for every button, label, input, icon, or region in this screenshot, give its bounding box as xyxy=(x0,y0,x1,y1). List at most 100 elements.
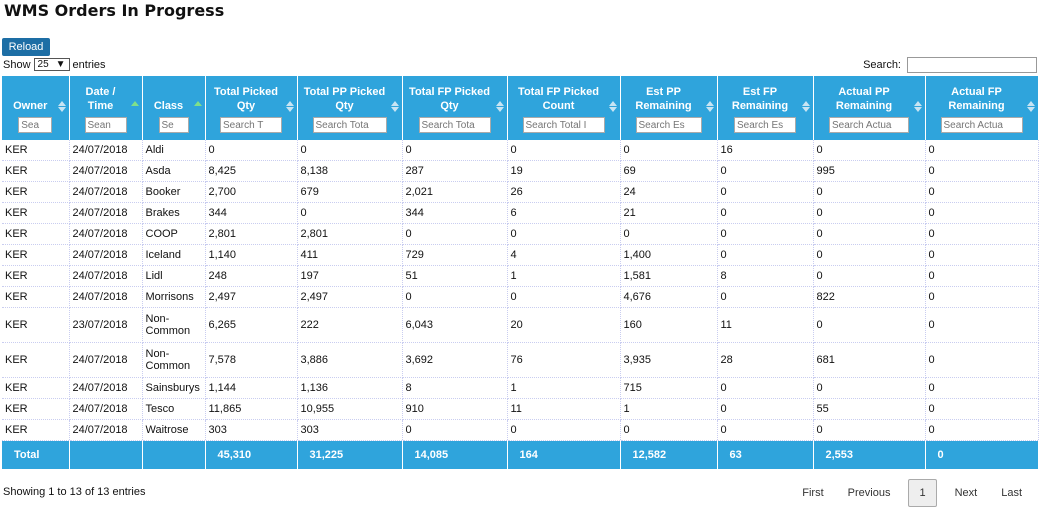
table-cell: Waitrose xyxy=(142,419,206,441)
sort-icon[interactable] xyxy=(57,101,66,112)
total-cell: 63 xyxy=(717,440,814,469)
column-search-input[interactable] xyxy=(635,117,702,133)
sort-icon[interactable] xyxy=(193,101,202,106)
column-header[interactable]: Actual PP Remaining xyxy=(813,76,926,140)
sort-icon[interactable] xyxy=(130,101,139,106)
sort-icon[interactable] xyxy=(608,101,617,112)
column-header-label: Class xyxy=(153,100,184,112)
table-row[interactable]: KER 24/07/2018 Waitrose 303 303 0 0 0 0 0 0 xyxy=(2,419,1039,441)
column-header[interactable]: Est FP Remaining xyxy=(717,76,814,140)
column-header[interactable]: Total FP Picked Qty xyxy=(402,76,508,140)
entries-label: entries xyxy=(72,58,106,71)
sort-icon[interactable] xyxy=(390,101,399,112)
search-label: Search: xyxy=(863,59,901,71)
table-row[interactable]: KER 24/07/2018 Brakes 344 0 344 6 21 0 0 0 xyxy=(2,202,1039,224)
table-row[interactable]: KER 24/07/2018 Asda 8,425 8,138 287 19 69 0 995 0 xyxy=(2,160,1039,182)
column-search-input[interactable] xyxy=(734,117,796,133)
column-search-input[interactable] xyxy=(418,117,491,133)
column-header[interactable]: Class xyxy=(142,76,206,140)
sort-icon[interactable] xyxy=(495,101,504,112)
table-cell: 3,886 xyxy=(297,342,403,378)
next-page-button[interactable]: Next xyxy=(954,487,978,499)
total-cell xyxy=(142,440,206,469)
table-cell: Sainsburys xyxy=(142,377,206,399)
table-cell: 19 xyxy=(507,160,621,182)
last-page-button[interactable]: Last xyxy=(1001,487,1022,499)
column-search-input[interactable] xyxy=(940,117,1023,133)
reload-button[interactable]: Reload xyxy=(2,38,50,56)
table-cell: Non- Common xyxy=(142,342,206,378)
sort-down-icon xyxy=(495,107,504,112)
column-search-input[interactable] xyxy=(158,117,189,133)
table-cell: 679 xyxy=(297,181,403,203)
sort-icon[interactable] xyxy=(913,101,922,112)
table-cell: 248 xyxy=(205,265,298,287)
table-cell: 0 xyxy=(717,419,814,441)
table-cell: 11 xyxy=(717,307,814,343)
sort-up-icon xyxy=(285,101,294,106)
table-cell: KER xyxy=(2,307,70,343)
table-cell: 715 xyxy=(620,377,718,399)
table-cell: 24/07/2018 xyxy=(69,377,143,399)
table-cell: Non- Common xyxy=(142,307,206,343)
table-row[interactable]: KER 24/07/2018 Lidl 248 197 51 1 1,581 8 0 0 xyxy=(2,265,1039,287)
column-header[interactable]: Total FP Picked Count xyxy=(507,76,621,140)
show-label: Show xyxy=(3,58,31,71)
table-cell: 0 xyxy=(620,140,718,161)
column-header-label: Actual FP Remaining xyxy=(948,86,1005,112)
column-header[interactable]: Est PP Remaining xyxy=(620,76,718,140)
table-row[interactable]: KER 24/07/2018 Morrisons 2,497 2,497 0 0 4,676 0… xyxy=(2,286,1039,308)
sort-down-icon xyxy=(801,107,810,112)
column-search-input[interactable] xyxy=(829,117,909,133)
previous-page-button[interactable]: Previous xyxy=(847,487,891,499)
sort-icon[interactable] xyxy=(1026,101,1035,112)
table-cell: 287 xyxy=(402,160,508,182)
column-header[interactable]: Total Picked Qty xyxy=(205,76,298,140)
first-page-button[interactable]: First xyxy=(802,487,824,499)
current-page-button[interactable]: 1 xyxy=(908,479,937,507)
table-row[interactable]: KER 24/07/2018 Sainsburys 1,144 1,136 8 1 715 0 0… xyxy=(2,377,1039,399)
table-cell: 6,265 xyxy=(205,307,298,343)
sort-icon[interactable] xyxy=(801,101,810,112)
column-search-input[interactable] xyxy=(18,117,53,133)
table-cell: 2,021 xyxy=(402,181,508,203)
table-cell: 2,497 xyxy=(205,286,298,308)
column-search-input[interactable] xyxy=(84,117,127,133)
table-row[interactable]: KER 24/07/2018 Aldi 0 0 0 0 0 16 0 0 xyxy=(2,140,1039,161)
table-cell: 2,497 xyxy=(297,286,403,308)
table-cell: KER xyxy=(2,398,70,420)
table-cell: 0 xyxy=(813,307,926,343)
table-row[interactable]: KER 24/07/2018 Non- Common 7,578 3,886 3,692 76… xyxy=(2,342,1039,378)
table-cell: 0 xyxy=(717,181,814,203)
table-cell: 0 xyxy=(205,140,298,161)
table-cell: 24/07/2018 xyxy=(69,286,143,308)
table-cell: 24/07/2018 xyxy=(69,342,143,378)
table-row[interactable]: KER 24/07/2018 Booker 2,700 679 2,021 26 24 0 0 0 xyxy=(2,181,1039,203)
sort-icon[interactable] xyxy=(285,101,294,112)
column-header[interactable]: Total PP Picked Qty xyxy=(297,76,403,140)
total-cell: 14,085 xyxy=(402,440,508,469)
table-cell: 1 xyxy=(507,377,621,399)
table-cell: 0 xyxy=(925,286,1039,308)
table-cell: KER xyxy=(2,286,70,308)
page-length-select[interactable]: 25 ▼ xyxy=(33,58,70,71)
table-cell: KER xyxy=(2,342,70,378)
column-header[interactable]: Actual FP Remaining xyxy=(925,76,1039,140)
table-cell: 8,425 xyxy=(205,160,298,182)
column-header[interactable]: Owner xyxy=(2,76,70,140)
table-row[interactable]: KER 24/07/2018 Iceland 1,140 411 729 4 1,400 0 0 0 xyxy=(2,244,1039,266)
table-row[interactable]: KER 24/07/2018 Tesco 11,865 10,955 910 11 1 0 55 0 xyxy=(2,398,1039,420)
column-search-input[interactable] xyxy=(522,117,605,133)
table-row[interactable]: KER 24/07/2018 COOP 2,801 2,801 0 0 0 0 0 0 xyxy=(2,223,1039,245)
column-header-label: Total FP Picked Qty xyxy=(409,86,490,112)
column-search-input[interactable] xyxy=(312,117,387,133)
column-header[interactable]: Date / Time xyxy=(69,76,143,140)
table-cell: 0 xyxy=(717,223,814,245)
search-input[interactable] xyxy=(907,57,1037,73)
sort-icon[interactable] xyxy=(705,101,714,112)
table-row[interactable]: KER 23/07/2018 Non- Common 6,265 222 6,043 20 16… xyxy=(2,307,1039,343)
table-cell: 1,400 xyxy=(620,244,718,266)
table-cell: 24/07/2018 xyxy=(69,202,143,224)
table-cell: 0 xyxy=(402,223,508,245)
column-search-input[interactable] xyxy=(220,117,282,133)
